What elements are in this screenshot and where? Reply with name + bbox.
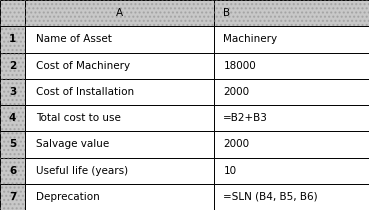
Text: 10: 10 bbox=[223, 166, 237, 176]
Bar bbox=[0, 26, 25, 52]
Text: B: B bbox=[223, 8, 231, 18]
Text: 4: 4 bbox=[9, 113, 16, 123]
Bar bbox=[0, 79, 25, 105]
Bar bbox=[214, 0, 369, 26]
Bar bbox=[214, 105, 369, 131]
Bar bbox=[214, 52, 369, 79]
Bar bbox=[214, 158, 369, 184]
Bar bbox=[0, 52, 25, 79]
Text: 5: 5 bbox=[9, 139, 16, 149]
Bar bbox=[25, 52, 214, 79]
Bar bbox=[214, 0, 369, 26]
Text: 2000: 2000 bbox=[223, 87, 249, 97]
Bar bbox=[25, 158, 214, 184]
Bar bbox=[25, 79, 214, 105]
Bar bbox=[214, 79, 369, 105]
Bar bbox=[0, 184, 25, 210]
Text: 18000: 18000 bbox=[223, 61, 256, 71]
Bar bbox=[25, 131, 214, 158]
Text: A: A bbox=[116, 8, 123, 18]
Text: 6: 6 bbox=[9, 166, 16, 176]
Bar bbox=[25, 105, 214, 131]
Bar bbox=[25, 184, 214, 210]
Bar bbox=[0, 0, 25, 26]
Text: =SLN (B4, B5, B6): =SLN (B4, B5, B6) bbox=[223, 192, 318, 202]
Bar bbox=[25, 0, 214, 26]
Text: =B2+B3: =B2+B3 bbox=[223, 113, 268, 123]
Text: Name of Asset: Name of Asset bbox=[37, 34, 112, 44]
Bar bbox=[0, 52, 25, 79]
Bar bbox=[0, 0, 25, 26]
Bar bbox=[214, 131, 369, 158]
Text: 7: 7 bbox=[9, 192, 16, 202]
Bar bbox=[0, 105, 25, 131]
Text: Cost of Machinery: Cost of Machinery bbox=[37, 61, 131, 71]
Text: 2: 2 bbox=[9, 61, 16, 71]
Bar bbox=[0, 26, 25, 52]
Text: Cost of Installation: Cost of Installation bbox=[37, 87, 135, 97]
Bar bbox=[214, 26, 369, 52]
Bar bbox=[0, 131, 25, 158]
Text: Total cost to use: Total cost to use bbox=[37, 113, 121, 123]
Text: Deprecation: Deprecation bbox=[37, 192, 100, 202]
Bar bbox=[214, 184, 369, 210]
Bar bbox=[0, 184, 25, 210]
Text: Useful life (years): Useful life (years) bbox=[37, 166, 128, 176]
Bar bbox=[0, 158, 25, 184]
Bar bbox=[0, 79, 25, 105]
Bar bbox=[0, 131, 25, 158]
Text: 2000: 2000 bbox=[223, 139, 249, 149]
Bar bbox=[0, 158, 25, 184]
Bar bbox=[25, 0, 214, 26]
Bar bbox=[0, 105, 25, 131]
Text: Machinery: Machinery bbox=[223, 34, 277, 44]
Text: 3: 3 bbox=[9, 87, 16, 97]
Text: Salvage value: Salvage value bbox=[37, 139, 110, 149]
Text: 1: 1 bbox=[9, 34, 16, 44]
Bar bbox=[25, 26, 214, 52]
